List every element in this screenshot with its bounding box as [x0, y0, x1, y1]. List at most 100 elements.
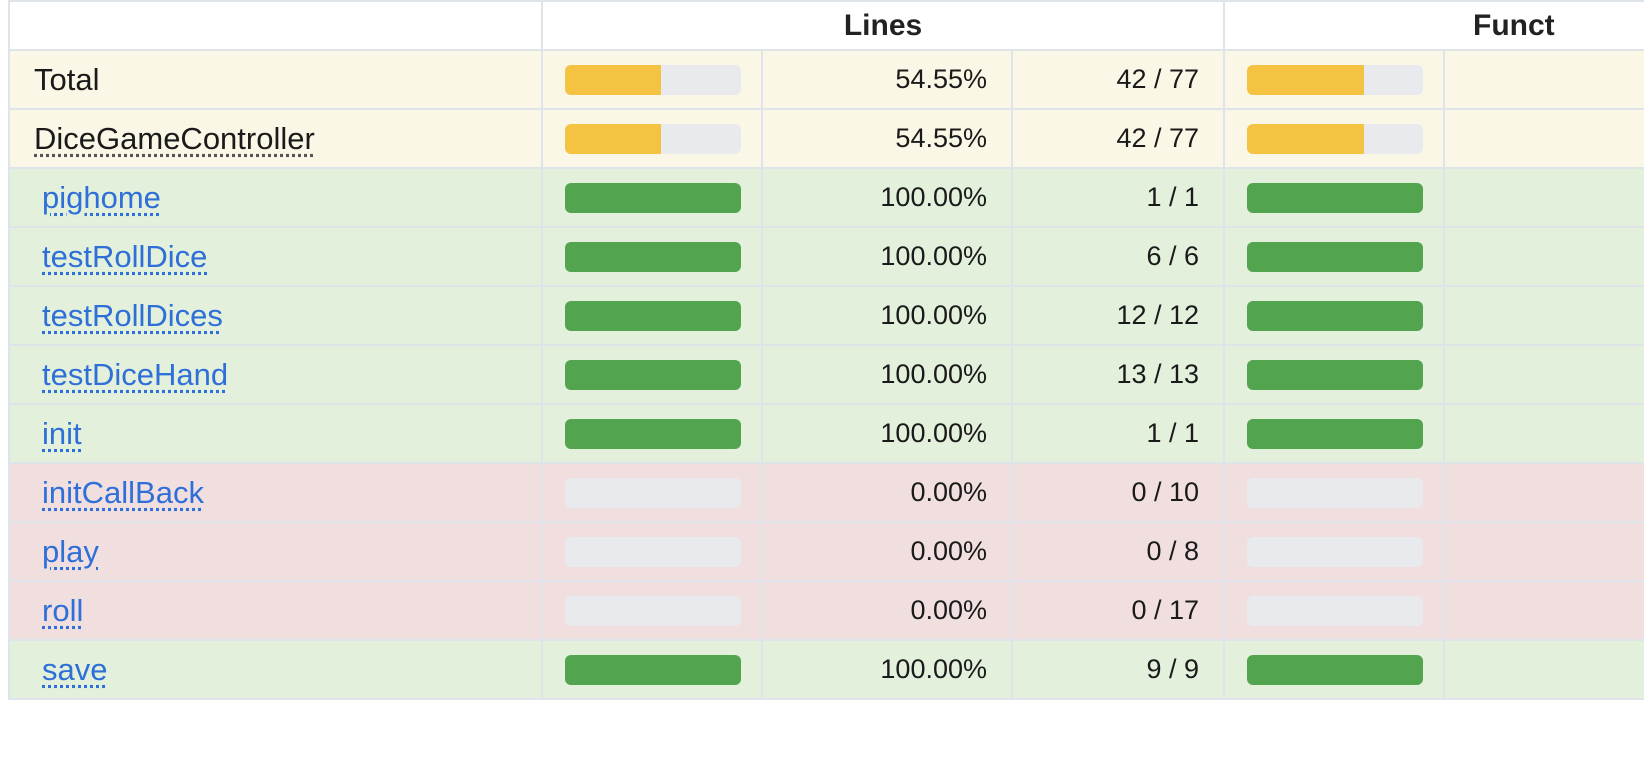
table-row: testRollDice 100.00% 6 / 6 [8, 226, 1644, 287]
lines-progress-bar [565, 654, 741, 685]
lines-ratio: 1 / 1 [1010, 403, 1226, 464]
function-link[interactable]: initCallBack [42, 474, 204, 510]
lines-header: Lines [540, 0, 1226, 51]
lines-progress-bar [565, 182, 741, 213]
functions-bar-cell [1223, 403, 1446, 464]
lines-progress-bar [565, 64, 741, 95]
functions-progress-fill [1247, 182, 1424, 213]
functions-percent-cell [1443, 580, 1644, 641]
lines-bar-cell [541, 285, 763, 346]
lines-progress-fill [565, 418, 741, 449]
functions-percent-cell [1443, 167, 1644, 228]
total-label: Total [34, 61, 100, 97]
lines-progress-bar [565, 123, 741, 154]
lines-bar-cell [541, 462, 763, 523]
lines-bar-cell [541, 521, 763, 582]
table-row: testDiceHand 100.00% 13 / 13 [8, 344, 1644, 405]
lines-progress-bar [565, 536, 741, 567]
lines-progress-fill [565, 654, 741, 685]
functions-progress-bar [1247, 654, 1424, 685]
lines-progress-bar [565, 359, 741, 390]
functions-bar-cell [1223, 344, 1446, 405]
header-row: Lines Funct [8, 0, 1644, 51]
row-name-cell: roll [8, 580, 543, 641]
lines-ratio: 42 / 77 [1010, 49, 1226, 110]
table-row: testRollDices 100.00% 12 / 12 [8, 285, 1644, 346]
function-link[interactable]: play [42, 533, 99, 569]
row-name-cell: testRollDices [8, 285, 543, 346]
lines-percent: 54.55% [761, 49, 1013, 110]
lines-progress-fill [565, 359, 741, 390]
function-link[interactable]: pighome [42, 179, 161, 215]
table-row: pighome 100.00% 1 / 1 [8, 167, 1644, 228]
functions-progress-fill [1247, 359, 1424, 390]
table-row: DiceGameController 54.55% 42 / 77 [8, 108, 1644, 169]
header-name-cell [8, 0, 543, 51]
functions-bar-cell [1223, 639, 1446, 700]
lines-ratio: 42 / 77 [1010, 108, 1226, 169]
lines-progress-fill [565, 64, 661, 95]
function-link[interactable]: init [42, 415, 82, 451]
lines-progress-bar [565, 418, 741, 449]
row-name-cell: testDiceHand [8, 344, 543, 405]
lines-ratio: 13 / 13 [1010, 344, 1226, 405]
functions-progress-fill [1247, 123, 1365, 154]
row-name-cell: pighome [8, 167, 543, 228]
functions-percent-cell [1443, 462, 1644, 523]
function-link[interactable]: testDiceHand [42, 356, 229, 392]
table-row: initCallBack 0.00% 0 / 10 [8, 462, 1644, 523]
lines-progress-fill [565, 241, 741, 272]
functions-bar-cell [1223, 167, 1446, 228]
functions-progress-bar [1247, 123, 1424, 154]
functions-progress-bar [1247, 241, 1424, 272]
functions-percent-cell [1443, 49, 1644, 110]
lines-ratio: 0 / 10 [1010, 462, 1226, 523]
functions-percent-cell [1443, 639, 1644, 700]
lines-bar-cell [541, 403, 763, 464]
functions-progress-bar [1247, 477, 1424, 508]
functions-bar-cell [1223, 580, 1446, 641]
function-link[interactable]: testRollDice [42, 238, 208, 274]
lines-progress-fill [565, 182, 741, 213]
functions-progress-fill [1247, 241, 1424, 272]
functions-progress-bar [1247, 182, 1424, 213]
function-link[interactable]: testRollDices [42, 297, 223, 333]
function-link[interactable]: save [42, 651, 108, 687]
lines-percent: 0.00% [761, 462, 1013, 523]
functions-percent-cell [1443, 108, 1644, 169]
lines-ratio: 0 / 8 [1010, 521, 1226, 582]
lines-percent: 100.00% [761, 403, 1013, 464]
table-row: play 0.00% 0 / 8 [8, 521, 1644, 582]
lines-ratio: 12 / 12 [1010, 285, 1226, 346]
lines-progress-bar [565, 241, 741, 272]
functions-percent-cell [1443, 403, 1644, 464]
lines-progress-fill [565, 300, 741, 331]
function-link[interactable]: roll [42, 592, 84, 628]
lines-percent: 0.00% [761, 580, 1013, 641]
functions-percent-cell [1443, 521, 1644, 582]
row-name-cell: play [8, 521, 543, 582]
lines-percent: 54.55% [761, 108, 1013, 169]
functions-bar-cell [1223, 521, 1446, 582]
table-row: init 100.00% 1 / 1 [8, 403, 1644, 464]
lines-percent: 100.00% [761, 639, 1013, 700]
functions-bar-cell [1223, 462, 1446, 523]
functions-progress-bar [1247, 64, 1424, 95]
functions-bar-cell [1223, 108, 1446, 169]
functions-bar-cell [1223, 285, 1446, 346]
lines-ratio: 9 / 9 [1010, 639, 1226, 700]
lines-bar-cell [541, 639, 763, 700]
functions-progress-bar [1247, 536, 1424, 567]
lines-progress-bar [565, 300, 741, 331]
functions-progress-bar [1247, 300, 1424, 331]
functions-progress-bar [1247, 595, 1424, 626]
functions-progress-bar [1247, 359, 1424, 390]
functions-progress-fill [1247, 300, 1424, 331]
lines-percent: 100.00% [761, 167, 1013, 228]
class-name: DiceGameController [34, 120, 315, 156]
lines-ratio: 1 / 1 [1010, 167, 1226, 228]
lines-bar-cell [541, 108, 763, 169]
functions-progress-fill [1247, 654, 1424, 685]
table-row: roll 0.00% 0 / 17 [8, 580, 1644, 641]
lines-ratio: 0 / 17 [1010, 580, 1226, 641]
